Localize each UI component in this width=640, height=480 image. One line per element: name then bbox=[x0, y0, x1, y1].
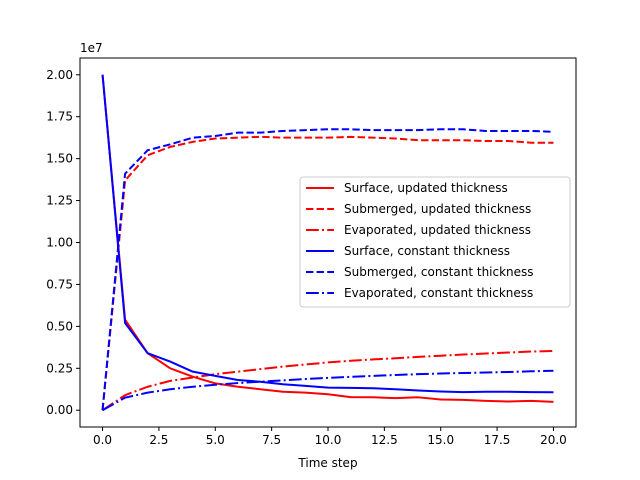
legend-label: Evaporated, updated thickness bbox=[344, 223, 531, 237]
x-tick-label: 15.0 bbox=[427, 433, 454, 447]
y-axis-ticks: 0.00 0.25 0.50 0.75 1.00 1.25 1.50 1.75 2.00 bbox=[46, 68, 80, 417]
y-tick-label: 0.25 bbox=[46, 361, 73, 375]
x-tick-label: 10.0 bbox=[315, 433, 342, 447]
series-line-2 bbox=[101, 135, 554, 411]
x-tick-label: 5.0 bbox=[206, 433, 225, 447]
legend-label: Submerged, constant thickness bbox=[344, 265, 534, 279]
x-tick-label: 17.5 bbox=[484, 433, 511, 447]
x-tick-label: 7.5 bbox=[262, 433, 281, 447]
y-tick-label: 1.00 bbox=[46, 236, 73, 250]
legend-label: Surface, constant thickness bbox=[344, 244, 510, 258]
legend-label: Submerged, updated thickness bbox=[344, 202, 531, 216]
series-line-6 bbox=[102, 369, 554, 412]
legend-box bbox=[299, 176, 571, 308]
series-line-4 bbox=[101, 74, 554, 394]
y-tick-label: 0.75 bbox=[46, 277, 73, 291]
y-tick-label: 1.75 bbox=[46, 110, 73, 124]
x-tick-label: 0.0 bbox=[93, 433, 112, 447]
y-tick-label: 0.00 bbox=[46, 403, 73, 417]
x-tick-label: 20.0 bbox=[540, 433, 567, 447]
series-line-3 bbox=[101, 350, 554, 412]
series-line-1 bbox=[101, 74, 554, 403]
y-tick-label: 1.50 bbox=[46, 152, 73, 166]
x-tick-label: 2.5 bbox=[149, 433, 168, 447]
y-tick-label: 1.25 bbox=[46, 194, 73, 208]
y-scale-label: 1e7 bbox=[80, 41, 103, 55]
legend: Surface, updated thickness Submerged, upd… bbox=[299, 176, 571, 308]
legend-label: Evaporated, constant thickness bbox=[344, 286, 533, 300]
x-axis-ticks: 0.0 2.5 5.0 7.5 10.0 12.5 15.0 17.5 20.0 bbox=[93, 427, 567, 447]
y-tick-label: 0.50 bbox=[46, 319, 73, 333]
x-tick-label: 12.5 bbox=[371, 433, 398, 447]
y-tick-label: 2.00 bbox=[46, 68, 73, 82]
plot-series-group bbox=[101, 74, 554, 412]
series-line-5 bbox=[101, 128, 554, 411]
legend-label: Surface, updated thickness bbox=[344, 181, 508, 195]
x-axis-label: Time step bbox=[297, 456, 357, 470]
